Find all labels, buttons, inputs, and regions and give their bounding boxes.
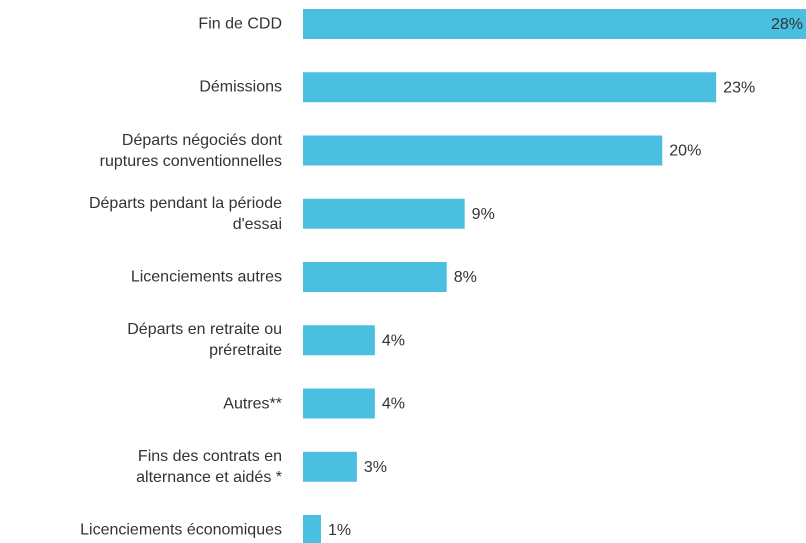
- category-label: Licenciements autres: [130, 268, 282, 286]
- bar: [303, 515, 321, 543]
- value-label: 1%: [328, 522, 351, 539]
- category-label: Licenciements économiques: [80, 521, 282, 539]
- value-label: 28%: [771, 16, 803, 33]
- category-label: Fins des contrats en alternance et aidés…: [136, 447, 282, 486]
- value-label: 8%: [454, 269, 477, 286]
- bar: [303, 135, 663, 166]
- value-label: 20%: [669, 143, 701, 160]
- bar: [303, 72, 717, 103]
- value-label: 3%: [364, 459, 387, 476]
- bar: [303, 198, 465, 229]
- category-label: Démissions: [199, 78, 282, 96]
- bar: [303, 451, 357, 482]
- bar: [303, 262, 447, 292]
- category-label: Départs en retraite ou préretraite: [127, 321, 282, 360]
- value-label: 4%: [382, 332, 405, 349]
- value-label: 9%: [472, 206, 495, 223]
- category-label: Départs pendant la période d'essai: [88, 194, 282, 233]
- category-label: Départs négociés dont ruptures conventio…: [99, 131, 282, 170]
- value-label: 4%: [382, 396, 405, 413]
- bar: [303, 388, 375, 419]
- category-label: Autres**: [223, 395, 282, 412]
- bar: [303, 325, 375, 356]
- bar: [303, 9, 806, 39]
- category-label: Fin de CDD: [198, 15, 282, 33]
- value-label: 23%: [723, 79, 755, 96]
